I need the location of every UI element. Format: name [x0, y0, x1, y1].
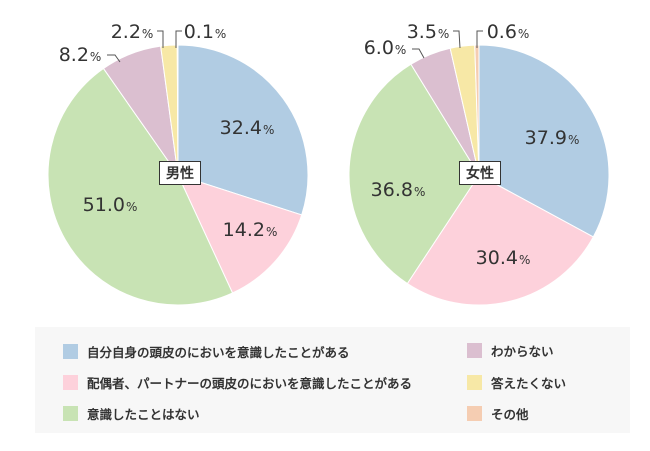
leader-line — [453, 30, 461, 49]
pie-slice — [47, 67, 234, 306]
legend-item: その他 — [467, 404, 529, 423]
data-label-value: 36.8 — [370, 179, 413, 201]
data-label: 6.0% — [364, 37, 407, 59]
legend-swatch — [467, 406, 482, 421]
legend-item: 答えたくない — [467, 373, 566, 392]
legend-label: 自分自身の頭皮のにおいを意識したことがある — [87, 345, 350, 360]
legend-swatch — [63, 375, 78, 390]
data-label-unit: % — [125, 200, 138, 214]
data-label: 3.5% — [407, 21, 450, 43]
data-label: 37.9% — [525, 127, 580, 149]
data-label: 0.1% — [184, 21, 227, 43]
data-label-unit: % — [89, 50, 102, 64]
pie-slice — [177, 44, 309, 216]
data-label-unit: % — [518, 253, 531, 267]
data-label-unit: % — [265, 225, 278, 239]
data-label-unit: % — [394, 43, 407, 57]
leader-line — [412, 48, 425, 59]
data-label-value: 14.2 — [222, 219, 265, 241]
data-label-unit: % — [517, 27, 530, 41]
data-label-value: 30.4 — [475, 247, 518, 269]
data-label: 51.0% — [83, 194, 138, 216]
data-label-value: 2.2 — [110, 21, 141, 43]
leader-line — [107, 54, 121, 63]
legend-swatch — [63, 344, 78, 359]
data-label-unit: % — [413, 185, 426, 199]
data-label-value: 3.5 — [406, 21, 437, 43]
data-label-value: 37.9 — [524, 127, 567, 149]
data-label: 8.2% — [59, 44, 102, 66]
data-label-value: 0.1 — [183, 21, 214, 43]
legend-swatch — [467, 375, 482, 390]
legend-swatch — [467, 343, 482, 358]
legend-item: 配偶者、パートナーの頭皮のにおいを意識したことがある — [63, 373, 412, 392]
data-label: 2.2% — [111, 21, 154, 43]
pie-slice — [176, 44, 179, 176]
data-label-value: 0.6 — [486, 21, 517, 43]
pie-slice — [177, 174, 303, 294]
pie-slice — [348, 63, 480, 285]
legend-label: 配偶者、パートナーの頭皮のにおいを意識したことがある — [87, 376, 413, 391]
data-label-value: 32.4 — [219, 117, 262, 139]
data-label-unit: % — [214, 27, 227, 41]
legend-label: その他 — [491, 407, 529, 422]
pie-slice — [406, 174, 594, 306]
data-label: 0.6% — [487, 21, 530, 43]
data-label-unit: % — [262, 123, 275, 137]
legend-label: 答えたくない — [491, 376, 567, 391]
data-label: 14.2% — [223, 219, 278, 241]
data-label-unit: % — [141, 27, 154, 41]
legend-item: 自分自身の頭皮のにおいを意識したことがある — [63, 342, 350, 361]
legend-item: わからない — [467, 341, 554, 360]
data-label: 32.4% — [220, 117, 275, 139]
data-label: 30.4% — [476, 247, 531, 269]
leader-line — [157, 30, 164, 48]
data-label-value: 51.0 — [82, 194, 125, 216]
legend: 自分自身の頭皮のにおいを意識したことがある 配偶者、パートナーの頭皮のにおいを意… — [35, 327, 630, 433]
data-label-value: 6.0 — [363, 37, 394, 59]
data-label-unit: % — [567, 133, 580, 147]
leader-line — [175, 30, 182, 48]
leader-line — [476, 30, 483, 48]
legend-item: 意識したことはない — [63, 404, 200, 423]
female-group-label: 女性 — [459, 161, 501, 185]
data-label-value: 8.2 — [58, 44, 89, 66]
legend-label: 意識したことはない — [87, 407, 200, 422]
data-label: 36.8% — [371, 179, 426, 201]
legend-swatch — [63, 406, 78, 421]
pie-slice — [478, 44, 610, 238]
data-label-unit: % — [437, 27, 450, 41]
male-group-label: 男性 — [159, 161, 201, 185]
legend-label: わからない — [491, 344, 554, 359]
